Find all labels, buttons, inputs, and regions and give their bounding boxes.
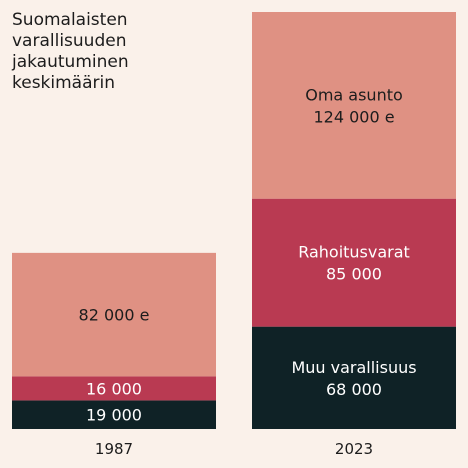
labels-group: 19 000 16 000 82 000 e 1987 Muu varallisuus 6… [79,85,417,458]
bar-segment-1987-0 [12,400,216,429]
data-label-2023-1: Rahoitusvarat 85 000 [298,243,410,284]
data-label-1987-1: 16 000 [86,379,142,398]
chart-title: Suomalaisten varallisuuden jakautuminen … [12,10,129,93]
bar-segment-2023-1 [252,198,456,327]
bar-segment-1987-1 [12,376,216,401]
x-tick-label-1987: 1987 [95,440,133,458]
bar-segment-1987-2 [12,252,216,377]
data-label-2023-2: Oma asunto 124 000 e [305,85,403,126]
bar-segment-2023-0 [252,326,456,429]
bars-group [12,12,456,429]
data-label-1987-2: 82 000 e [79,306,150,325]
bar-segment-2023-2 [252,12,456,199]
data-label-1987-0: 19 000 [86,406,142,425]
data-label-2023-0: Muu varallisuus 68 000 [291,358,416,399]
x-tick-label-2023: 2023 [335,440,373,458]
